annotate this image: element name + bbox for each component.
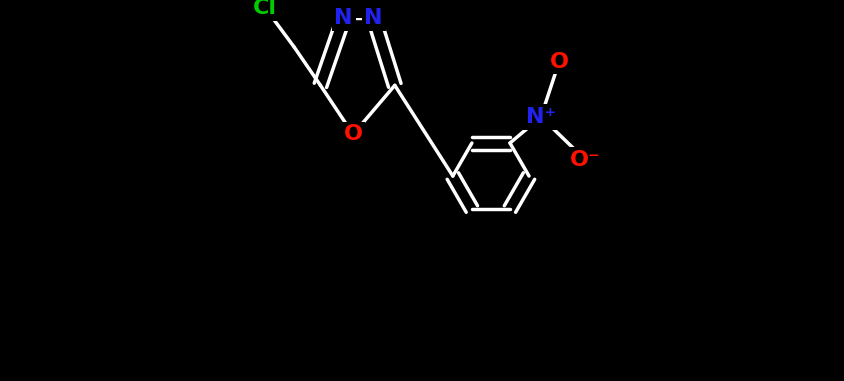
Text: O: O [549, 52, 569, 72]
Text: N: N [334, 8, 353, 28]
Text: O⁻: O⁻ [570, 150, 601, 170]
Text: O: O [344, 124, 363, 144]
Text: Cl: Cl [253, 0, 278, 18]
Text: N: N [365, 8, 383, 28]
Text: N⁺: N⁺ [526, 107, 556, 127]
